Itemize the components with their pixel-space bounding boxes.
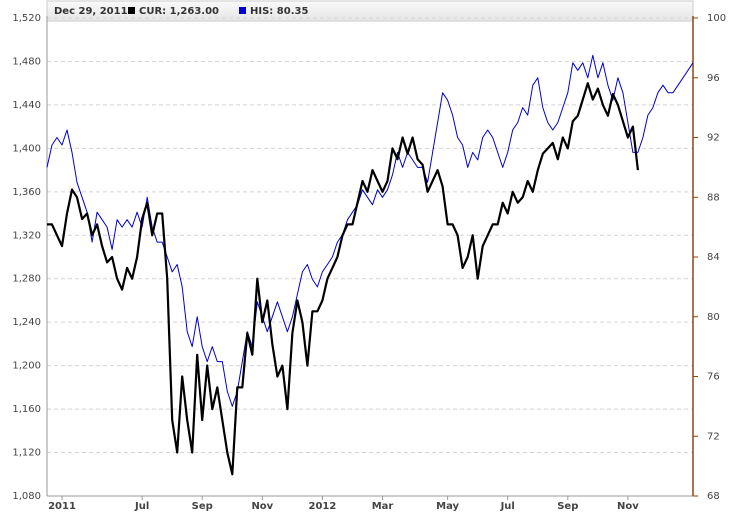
header-bar xyxy=(46,0,694,22)
y-tick-label: 1,440 xyxy=(12,100,41,111)
y-tick-label: 1,240 xyxy=(12,317,41,328)
header-date: Dec 29, 2011: xyxy=(54,6,132,17)
y-tick-label: 1,280 xyxy=(12,274,41,285)
x-tick-label: Mar xyxy=(372,501,394,512)
series-line xyxy=(46,54,694,407)
y-tick-label: 1,200 xyxy=(12,361,41,372)
y-tick-label: 1,320 xyxy=(12,230,41,241)
y-tick-label: 1,400 xyxy=(12,143,41,154)
x-tick-label: Jul xyxy=(134,501,149,512)
y2-tick-label: 68 xyxy=(707,491,720,502)
y2-tick-label: 84 xyxy=(707,252,720,263)
y-tick-label: 1,080 xyxy=(12,491,41,502)
x-tick-label: 2012 xyxy=(309,501,337,512)
x-tick-label: Jul xyxy=(500,501,515,512)
y2-tick-label: 100 xyxy=(707,13,726,24)
y2-tick-label: 72 xyxy=(707,431,720,442)
x-tick-label: Sep xyxy=(557,501,578,512)
legend-swatch xyxy=(239,7,246,14)
y-tick-label: 1,120 xyxy=(12,448,41,459)
y2-tick-label: 88 xyxy=(707,192,720,203)
x-tick-label: 2011 xyxy=(48,501,76,512)
y2-tick-label: 92 xyxy=(707,133,720,144)
y-tick-label: 1,360 xyxy=(12,187,41,198)
y2-tick-label: 80 xyxy=(707,312,720,323)
legend-label: CUR: 1,263.00 xyxy=(139,6,219,17)
y-tick-label: 1,520 xyxy=(12,13,41,24)
x-tick-label: Sep xyxy=(192,501,213,512)
y2-tick-label: 96 xyxy=(707,73,720,84)
x-tick-label: Nov xyxy=(251,501,273,512)
y-tick-label: 1,480 xyxy=(12,56,41,67)
series-line xyxy=(47,82,639,476)
x-tick-label: Nov xyxy=(617,501,639,512)
x-tick-label: May xyxy=(436,501,459,512)
y2-tick-label: 76 xyxy=(707,372,720,383)
y-tick-label: 1,160 xyxy=(12,404,41,415)
legend-label: HIS: 80.35 xyxy=(250,6,308,17)
legend-swatch xyxy=(128,7,135,14)
